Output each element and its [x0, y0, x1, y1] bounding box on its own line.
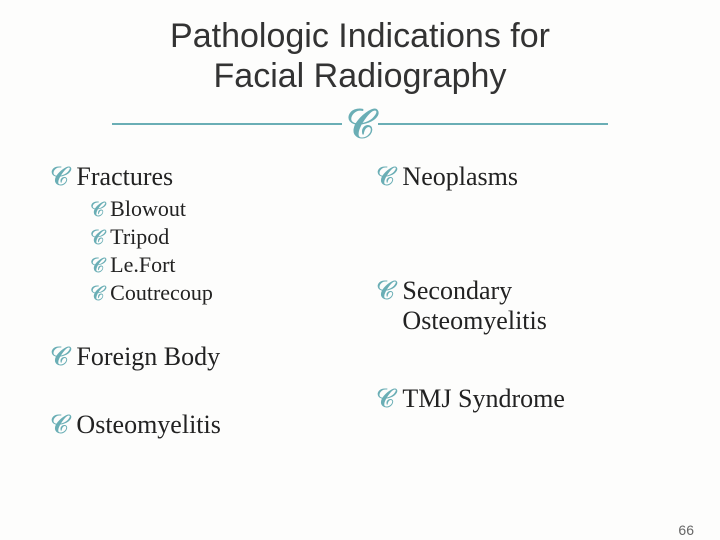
list-subitem: 𝓒 Blowout [90, 196, 336, 222]
bullet-icon: 𝓒 [90, 256, 104, 276]
bullet-icon: 𝓒 [90, 284, 104, 304]
page-number: 66 [678, 522, 694, 538]
title-ornament: 𝓒 [0, 104, 720, 144]
flourish-icon: 𝓒 [342, 105, 378, 145]
list-subitem: 𝓒 Tripod [90, 224, 336, 250]
list-item: 𝓒 Fractures [50, 162, 336, 192]
list-item-label: Neoplasms [402, 162, 518, 192]
slide-title: Pathologic Indications for Facial Radiog… [0, 0, 720, 96]
list-subitem-label: Tripod [110, 224, 169, 250]
list-subitem: 𝓒 Le.Fort [90, 252, 336, 278]
list-item: 𝓒 Osteomyelitis [50, 410, 336, 440]
title-line-2: Facial Radiography [214, 57, 507, 95]
bullet-icon: 𝓒 [50, 344, 68, 370]
list-item: 𝓒 Neoplasms [376, 162, 662, 192]
title-line-1: Pathologic Indications for [170, 17, 550, 55]
list-subitem-label: Le.Fort [110, 252, 175, 278]
right-column: 𝓒 Neoplasms 𝓒 Secondary Osteomyelitis 𝓒 … [346, 162, 662, 442]
bullet-icon: 𝓒 [90, 200, 104, 220]
horizontal-rule-left [112, 123, 342, 125]
slide: Pathologic Indications for Facial Radiog… [0, 0, 720, 540]
list-item: 𝓒 Foreign Body [50, 342, 336, 372]
horizontal-rule-right [378, 123, 608, 125]
list-subitem: 𝓒 Coutrecoup [90, 280, 336, 306]
spacer [376, 338, 662, 384]
list-subitem-label: Coutrecoup [110, 280, 213, 306]
list-item-label: Fractures [76, 162, 173, 192]
list-item: 𝓒 Secondary Osteomyelitis [376, 276, 662, 336]
bullet-icon: 𝓒 [90, 228, 104, 248]
list-subitem-label: Blowout [110, 196, 186, 222]
spacer [50, 306, 336, 342]
bullet-icon: 𝓒 [376, 386, 394, 412]
list-item: 𝓒 TMJ Syndrome [376, 384, 662, 414]
left-column: 𝓒 Fractures 𝓒 Blowout 𝓒 Tripod 𝓒 Le.Fort… [50, 162, 346, 442]
list-item-label: Foreign Body [76, 342, 220, 372]
list-item-label: Osteomyelitis [76, 410, 220, 440]
spacer [50, 374, 336, 410]
bullet-icon: 𝓒 [50, 412, 68, 438]
list-item-label: Secondary Osteomyelitis [402, 276, 662, 336]
list-item-label: TMJ Syndrome [402, 384, 565, 414]
content-area: 𝓒 Fractures 𝓒 Blowout 𝓒 Tripod 𝓒 Le.Fort… [0, 144, 720, 442]
bullet-icon: 𝓒 [376, 164, 394, 190]
bullet-icon: 𝓒 [50, 164, 68, 190]
spacer [376, 194, 662, 276]
bullet-icon: 𝓒 [376, 278, 394, 304]
